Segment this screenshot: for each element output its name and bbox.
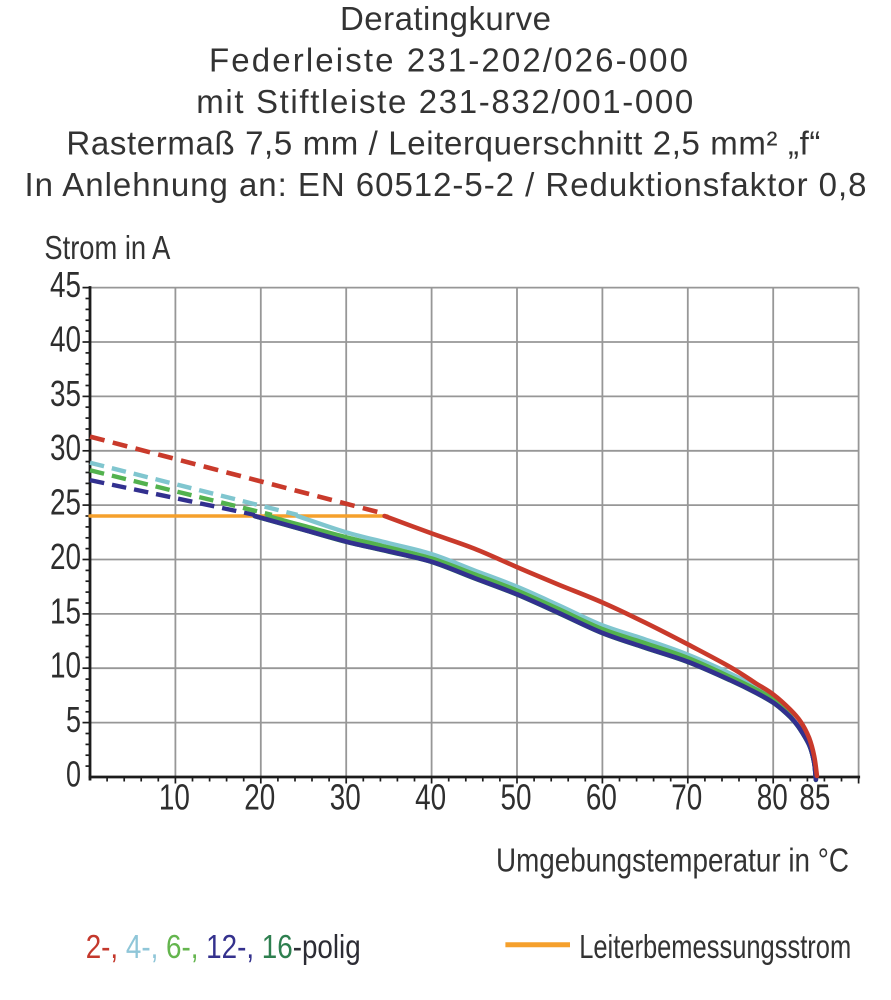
svg-text:10: 10 — [159, 776, 190, 817]
svg-text:50: 50 — [501, 776, 532, 817]
svg-text:10: 10 — [50, 645, 81, 686]
svg-text:20: 20 — [244, 776, 275, 817]
svg-text:85: 85 — [799, 776, 830, 817]
svg-text:30: 30 — [50, 427, 81, 468]
svg-text:30: 30 — [330, 776, 361, 817]
svg-text:Leiterbemessungsstrom: Leiterbemessungsstrom — [579, 928, 851, 965]
svg-text:70: 70 — [671, 776, 702, 817]
svg-text:Deratingkurve: Deratingkurve — [340, 0, 551, 37]
svg-text:0: 0 — [66, 753, 81, 794]
svg-text:45: 45 — [50, 264, 81, 305]
svg-text:Umgebungstemperatur in °C: Umgebungstemperatur in °C — [496, 841, 849, 878]
svg-text:40: 40 — [50, 318, 81, 359]
svg-text:40: 40 — [415, 776, 446, 817]
svg-text:Federleiste 231-202/026-000: Federleiste 231-202/026-000 — [209, 42, 688, 79]
svg-text:15: 15 — [50, 590, 81, 631]
svg-text:80: 80 — [757, 776, 788, 817]
svg-text:Rastermaß 7,5 mm / Leiterquers: Rastermaß 7,5 mm / Leiterquerschnitt 2,5… — [66, 125, 820, 162]
svg-text:Strom in A: Strom in A — [44, 229, 170, 266]
svg-text:35: 35 — [50, 373, 81, 414]
svg-text:20: 20 — [50, 536, 81, 577]
svg-text:5: 5 — [66, 699, 81, 740]
svg-text:60: 60 — [586, 776, 617, 817]
svg-text:mit Stiftleiste 231-832/001-00: mit Stiftleiste 231-832/001-000 — [196, 83, 693, 120]
svg-text:25: 25 — [50, 482, 81, 523]
svg-text:2-, 4-, 6-, 12-, 16-polig: 2-, 4-, 6-, 12-, 16-polig — [86, 928, 361, 965]
svg-text:In Anlehnung an: EN 60512-5-2: In Anlehnung an: EN 60512-5-2 / Reduktio… — [25, 166, 867, 203]
